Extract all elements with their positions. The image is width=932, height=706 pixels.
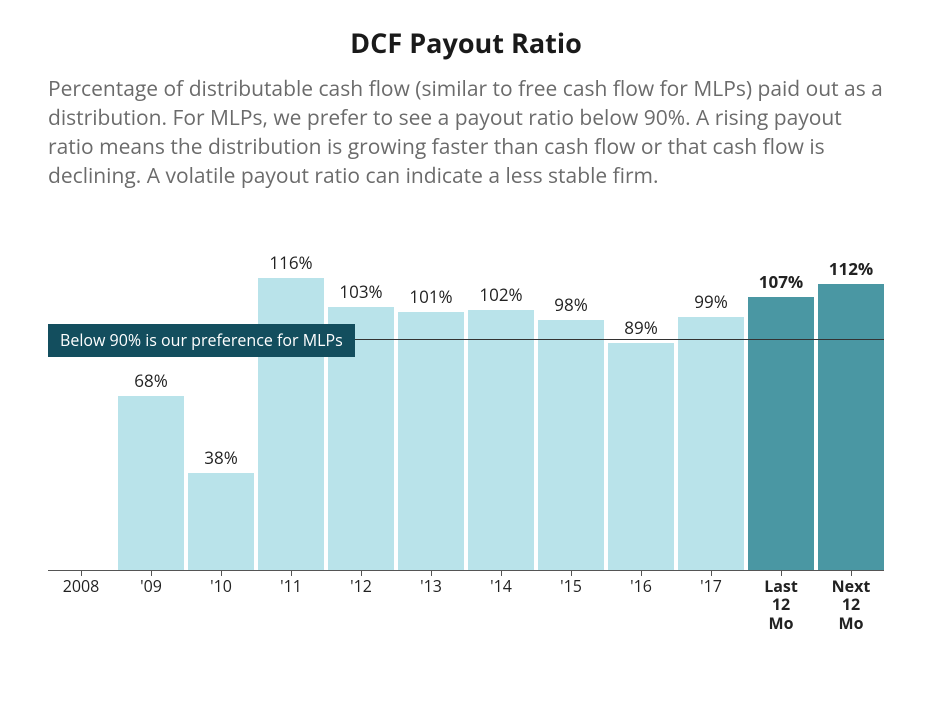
x-axis-label: '10 bbox=[188, 571, 254, 613]
x-axis-label: '13 bbox=[398, 571, 464, 613]
x-axis-label: '11 bbox=[258, 571, 324, 613]
bar bbox=[748, 297, 814, 570]
bar bbox=[468, 310, 534, 570]
bar bbox=[188, 473, 254, 570]
bar-value-label: 89% bbox=[624, 316, 658, 339]
bar-slot: 99% bbox=[678, 251, 744, 570]
bar-value-label: 112% bbox=[829, 257, 873, 280]
x-axis-tick bbox=[81, 570, 82, 576]
bar-value-label: 107% bbox=[759, 270, 803, 293]
bar-slot: 102% bbox=[468, 251, 534, 570]
x-axis-label: '09 bbox=[118, 571, 184, 613]
bar-slot: 116% bbox=[258, 251, 324, 570]
x-axis-label: '17 bbox=[678, 571, 744, 613]
bar-value-label: 116% bbox=[269, 251, 312, 274]
x-axis-tick bbox=[221, 570, 222, 576]
reference-label: Below 90% is our preference for MLPs bbox=[48, 324, 355, 357]
chart-description: Percentage of distributable cash flow (s… bbox=[48, 75, 884, 191]
x-axis-tick bbox=[851, 570, 852, 576]
bar-slot: 112% bbox=[818, 251, 884, 570]
x-axis-label: '15 bbox=[538, 571, 604, 613]
bar-slot: 38% bbox=[188, 251, 254, 570]
bar-value-label: 98% bbox=[554, 293, 588, 316]
x-axis-tick bbox=[781, 570, 782, 576]
bar-slot: 103% bbox=[328, 251, 394, 570]
bar-slot bbox=[48, 251, 114, 570]
bar-slot: 68% bbox=[118, 251, 184, 570]
bar-value-label: 99% bbox=[694, 290, 728, 313]
bar-slot: 107% bbox=[748, 251, 814, 570]
chart-title: DCF Payout Ratio bbox=[48, 24, 884, 61]
payout-ratio-chart: 68%38%116%103%101%102%98%89%99%107%112% … bbox=[48, 213, 884, 613]
bar-slot: 101% bbox=[398, 251, 464, 570]
bar-value-label: 101% bbox=[409, 285, 452, 308]
x-axis-label: '16 bbox=[608, 571, 674, 613]
bar-value-label: 38% bbox=[204, 446, 238, 469]
bar bbox=[258, 278, 324, 570]
x-axis-label: Next12Mo bbox=[818, 571, 884, 613]
x-axis-tick bbox=[151, 570, 152, 576]
x-axis-labels: 2008'09'10'11'12'13'14'15'16'17Last12MoN… bbox=[48, 571, 884, 613]
bar bbox=[678, 317, 744, 570]
x-axis-tick bbox=[431, 570, 432, 576]
x-axis-label: 2008 bbox=[48, 571, 114, 613]
bar bbox=[398, 312, 464, 570]
x-axis-tick bbox=[361, 570, 362, 576]
x-axis-label: '14 bbox=[468, 571, 534, 613]
x-axis-tick bbox=[571, 570, 572, 576]
bar-value-label: 68% bbox=[134, 369, 168, 392]
bars-row: 68% 38% 116% 103% 101% 102% 98% 89% 99% 107% 112% bbox=[48, 251, 884, 571]
x-axis-tick bbox=[291, 570, 292, 576]
bar-slot: 89% bbox=[608, 251, 674, 570]
x-axis-tick bbox=[641, 570, 642, 576]
bar bbox=[818, 284, 884, 570]
bar bbox=[608, 343, 674, 570]
bar bbox=[538, 320, 604, 570]
bar-value-label: 103% bbox=[339, 280, 382, 303]
bar bbox=[118, 396, 184, 570]
bar-value-label: 102% bbox=[479, 283, 522, 306]
bar-slot: 98% bbox=[538, 251, 604, 570]
x-axis-label: '12 bbox=[328, 571, 394, 613]
x-axis-tick bbox=[501, 570, 502, 576]
x-axis-tick bbox=[711, 570, 712, 576]
x-axis-label: Last12Mo bbox=[748, 571, 814, 613]
